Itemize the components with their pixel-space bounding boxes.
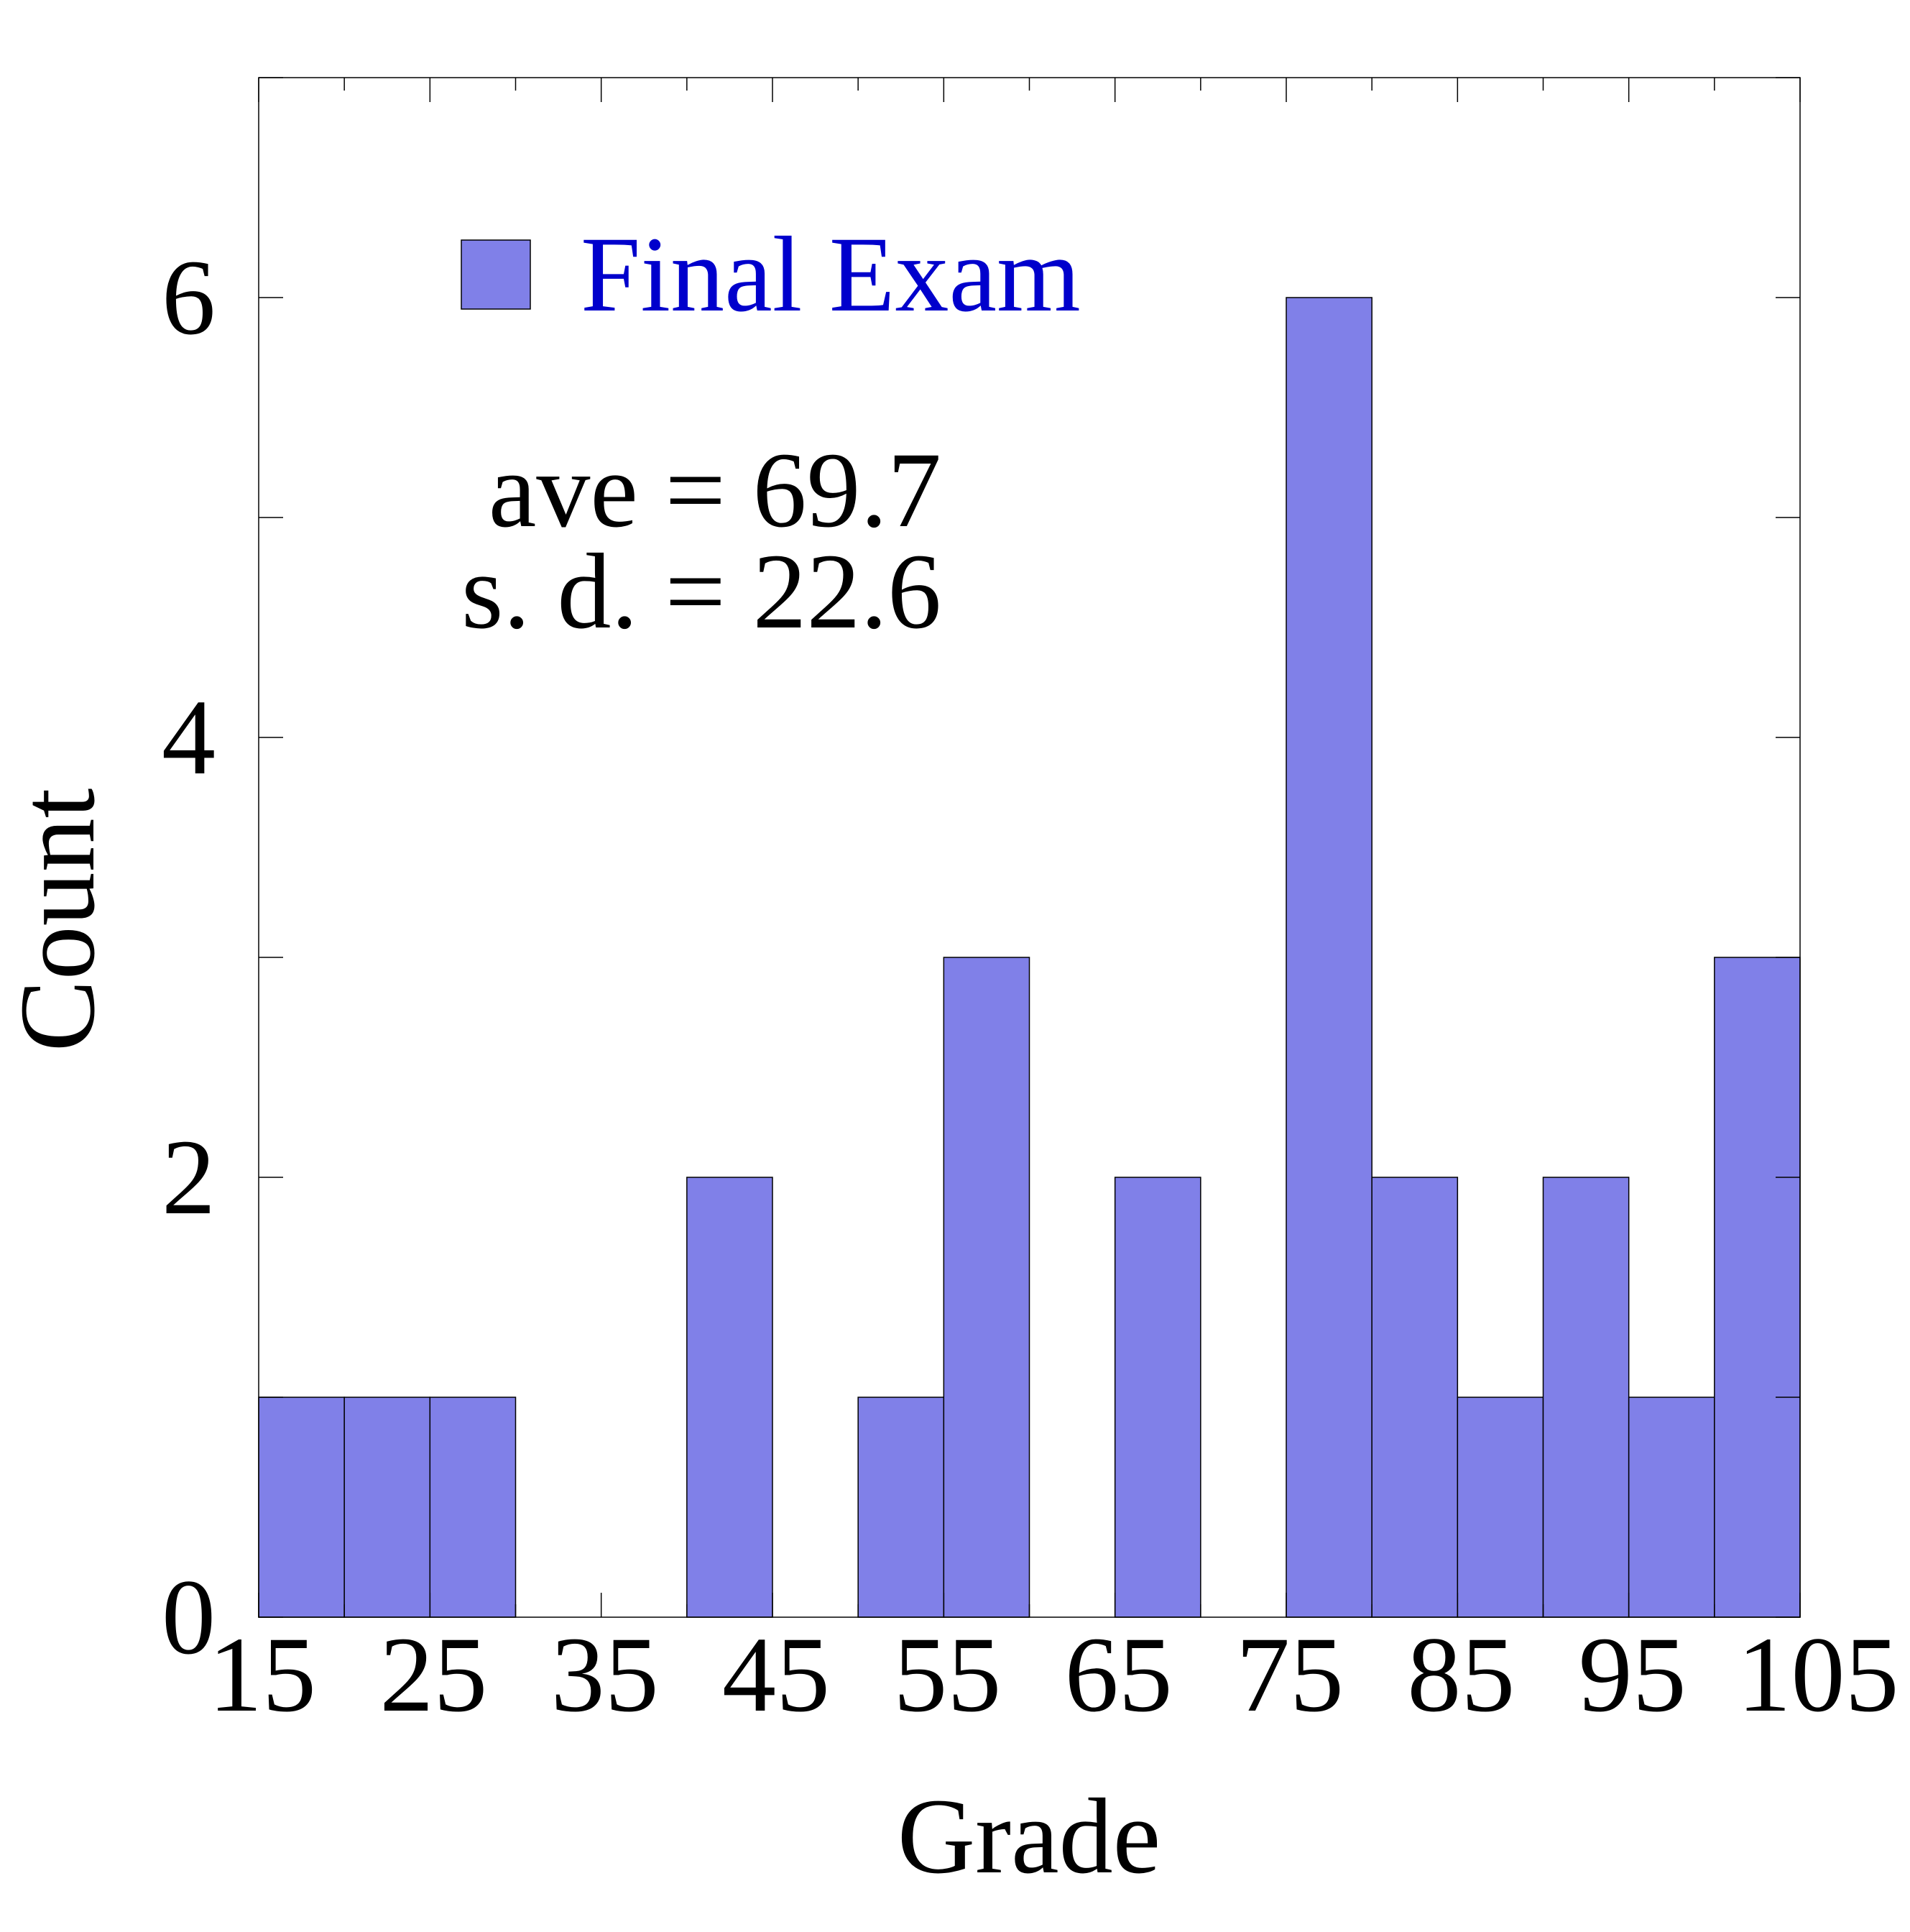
x-tick-label-95: 95 — [1579, 1615, 1687, 1734]
bar-95-100 — [1628, 1397, 1715, 1618]
x-tick-label-15: 15 — [208, 1615, 316, 1734]
bar-55-60 — [943, 957, 1030, 1618]
annotation-average: ave = 69.7 — [489, 431, 941, 550]
bar-65-70 — [1114, 1177, 1201, 1618]
x-tick-label-55: 55 — [893, 1615, 1001, 1734]
annotation-std-dev: s. d. = 22.6 — [461, 532, 941, 651]
x-tick-label-75: 75 — [1236, 1615, 1344, 1734]
bar-80-85 — [1371, 1177, 1459, 1618]
bar-15-20 — [258, 1397, 345, 1618]
bar-20-25 — [343, 1397, 431, 1618]
bars-group — [258, 297, 1801, 1618]
x-tick-labels: 15 25 35 45 55 65 75 85 95 105 — [208, 1615, 1899, 1734]
x-tick-label-25: 25 — [379, 1615, 487, 1734]
x-axis-title: Grade — [898, 1777, 1161, 1896]
y-tick-label-2: 2 — [162, 1118, 216, 1237]
bar-75-80 — [1286, 297, 1372, 1618]
bar-40-45 — [686, 1177, 773, 1618]
bar-90-95 — [1542, 1177, 1630, 1618]
legend: Final Exam — [461, 215, 1081, 334]
legend-swatch — [461, 239, 531, 310]
bar-25-30 — [429, 1397, 517, 1618]
bar-85-90 — [1457, 1397, 1544, 1618]
y-axis-title: Count — [0, 788, 117, 1052]
y-tick-label-4: 4 — [162, 678, 216, 797]
legend-label: Final Exam — [581, 215, 1081, 334]
x-tick-label-85: 85 — [1407, 1615, 1515, 1734]
x-tick-label-105: 105 — [1738, 1615, 1899, 1734]
x-tick-label-45: 45 — [722, 1615, 830, 1734]
x-tick-label-35: 35 — [551, 1615, 659, 1734]
x-tick-label-65: 65 — [1065, 1615, 1173, 1734]
y-tick-label-0: 0 — [162, 1558, 216, 1677]
y-tick-labels: 0 2 4 6 — [162, 238, 216, 1677]
bar-100-105 — [1714, 957, 1801, 1618]
y-tick-label-6: 6 — [162, 238, 216, 357]
bar-50-55 — [857, 1397, 945, 1618]
ticks-group — [258, 77, 1801, 1618]
